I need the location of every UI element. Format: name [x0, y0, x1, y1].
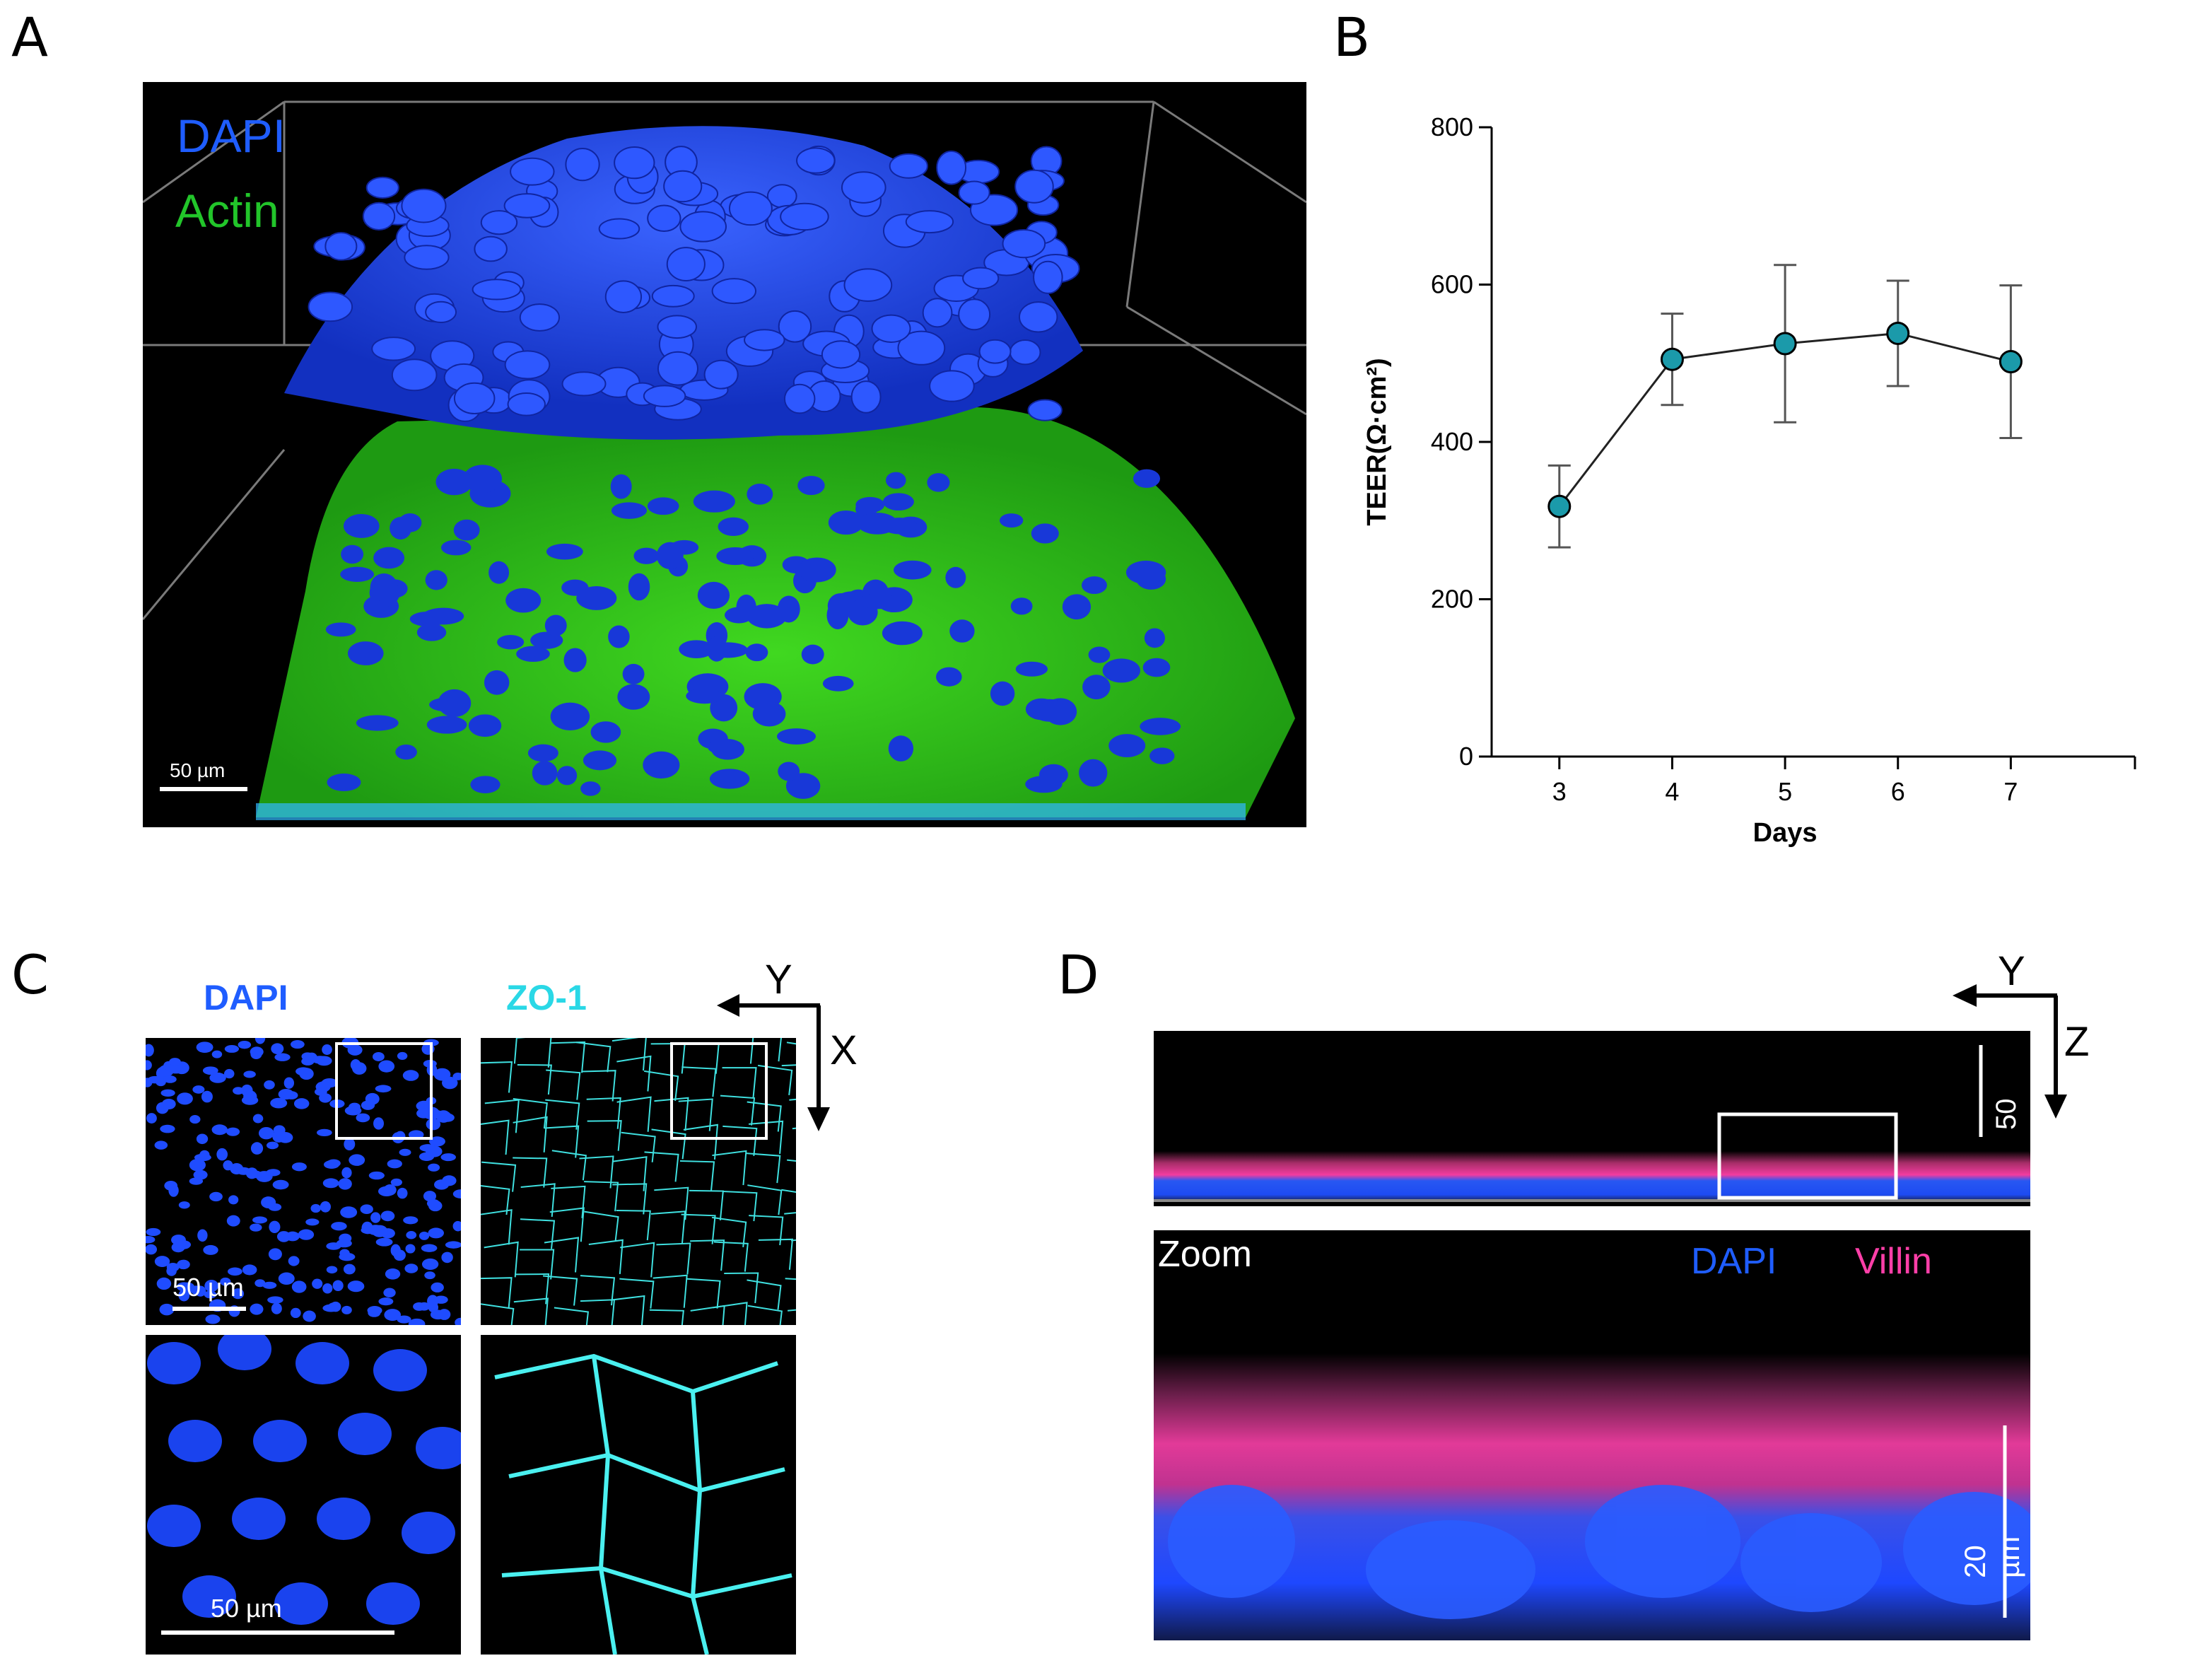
y-tick-label: 0 — [1459, 742, 1473, 771]
panel-d-legend-villin: Villin — [1855, 1241, 1932, 1282]
panel-c-zo1-title: ZO-1 — [506, 978, 587, 1017]
x-tick-label: 7 — [2003, 777, 2018, 806]
zoom-region-box — [335, 1042, 433, 1140]
panel-a-letter: A — [11, 6, 48, 69]
panel-a-legend-actin: Actin — [175, 185, 279, 237]
panel-c-dapi-overview: 50 µm — [146, 1038, 461, 1325]
panel-c-zo1-zoom — [481, 1335, 796, 1655]
panel-c-axis-arrows — [717, 994, 830, 1131]
panel-d-legend-dapi: DAPI — [1691, 1241, 1777, 1282]
panel-a-scalebar-label: 50 µm — [170, 759, 226, 781]
zoom-region-box — [670, 1042, 768, 1140]
data-point — [1886, 321, 1910, 345]
data-point — [1773, 332, 1797, 356]
panel-d-scalebar-bottom-label: 20 µm — [1958, 1536, 2025, 1578]
panel-c-axis-x: X — [830, 1027, 858, 1073]
panel-d-axis-arrows — [1953, 984, 2067, 1119]
x-tick-label: 6 — [1891, 777, 1905, 806]
data-point — [1999, 350, 2023, 374]
scalebar-line — [161, 1630, 394, 1635]
x-tick-label: 3 — [1552, 777, 1567, 806]
panel-a-3d-render: DAPI Actin 50 µm — [143, 82, 1306, 827]
panel-c-zo1-overview — [481, 1038, 796, 1325]
panel-c-letter: C — [11, 943, 49, 1006]
y-axis-label: TEER(Ω·cm²) — [1362, 358, 1392, 525]
panel-b-letter: B — [1333, 6, 1371, 69]
data-point — [1660, 347, 1684, 371]
panel-a-legend-dapi: DAPI — [177, 110, 286, 162]
y-tick-label: 200 — [1431, 585, 1473, 614]
x-tick-label: 4 — [1665, 777, 1679, 806]
y-tick-label: 600 — [1431, 270, 1473, 299]
panel-d-zoom: Zoom DAPI Villin 20 µm — [1154, 1230, 2030, 1640]
panel-c-scalebar-bottom-label: 50 µm — [211, 1594, 282, 1623]
teer-line-chart: 0 200 400 600 800 3 4 5 6 7 Days TEER(Ω·cm²) — [1362, 112, 2136, 848]
panel-c-scalebar-top-label: 50 µm — [172, 1273, 244, 1302]
panel-d-axis-y: Y — [1998, 948, 2025, 994]
scalebar-line — [172, 1307, 246, 1311]
3d-render-image — [143, 100, 1306, 820]
panel-c-axis-y: Y — [765, 957, 792, 1003]
panel-c-dapi-zoom: 50 µm — [146, 1335, 461, 1655]
y-tick-label: 800 — [1431, 112, 1473, 141]
y-tick-label: 400 — [1431, 427, 1473, 456]
panel-d-zoom-label: Zoom — [1158, 1234, 1252, 1275]
data-point — [1547, 494, 1572, 518]
x-tick-label: 5 — [1778, 777, 1792, 806]
panel-d-letter: D — [1058, 943, 1099, 1006]
panel-c-dapi-title: DAPI — [204, 978, 288, 1017]
x-axis-label: Days — [1753, 818, 1818, 848]
panel-d-axis-z: Z — [2064, 1019, 2090, 1065]
panel-d-cross-section: 50 µm — [1154, 1031, 2030, 1206]
